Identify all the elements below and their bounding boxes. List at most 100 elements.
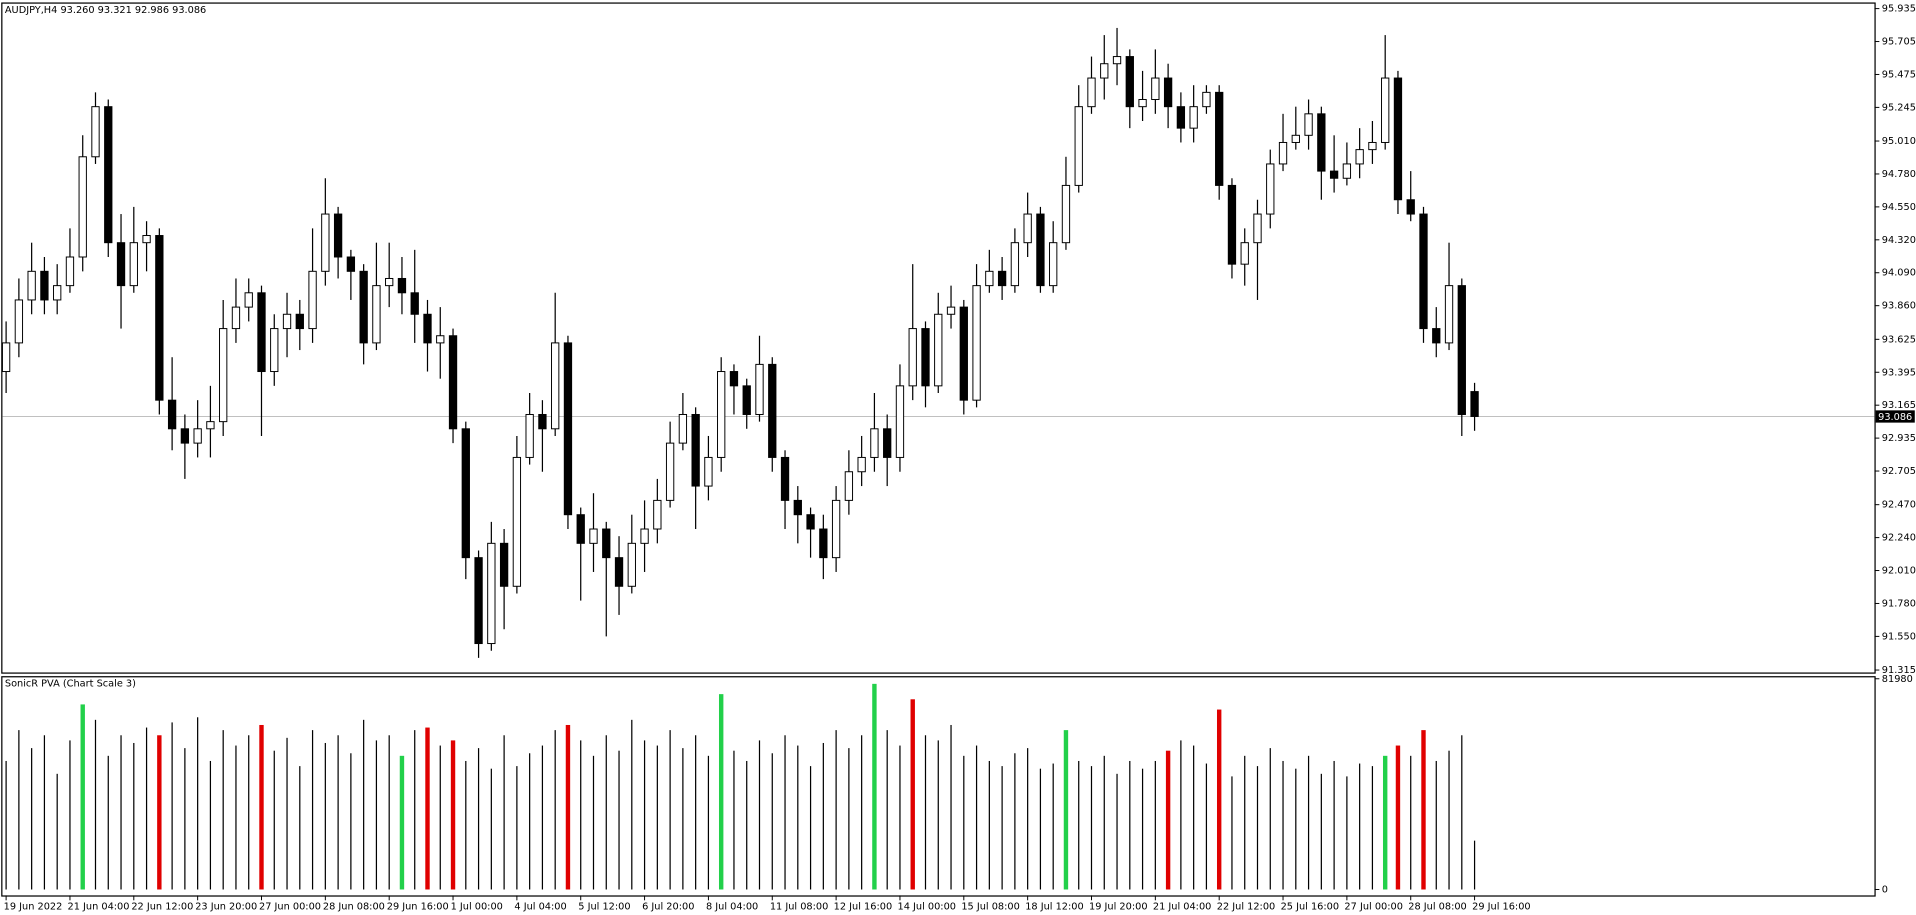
volume-bar (631, 719, 633, 890)
volume-bar (580, 740, 582, 890)
volume-bar (375, 740, 378, 890)
y-tick-label: 92.935 (1882, 433, 1916, 444)
volume-bar (490, 768, 492, 890)
volume-bar (682, 748, 684, 890)
volume-bar (1421, 730, 1426, 890)
candle-body (755, 363, 764, 415)
x-tick-label: 22 Jun 12:00 (131, 901, 193, 912)
candle-body (972, 285, 981, 401)
y-tick-label: 93.165 (1882, 400, 1916, 411)
candle-body (180, 428, 190, 444)
candle-body (1457, 285, 1466, 415)
candle-body (1151, 77, 1160, 101)
candle-body (844, 471, 854, 501)
volume-bar (516, 766, 518, 890)
candle-body (321, 213, 330, 272)
volume-bar (988, 760, 990, 890)
volume-bar (835, 730, 837, 890)
y-tick-label: 94.550 (1882, 202, 1916, 213)
volume-bar (1154, 760, 1156, 890)
candle-body (1240, 242, 1249, 265)
candle-body (91, 106, 100, 158)
volume-bar (746, 760, 748, 890)
candle-body (1432, 328, 1441, 344)
y-tick-label: 81980 (1882, 674, 1913, 685)
volume-bar (273, 750, 275, 890)
volume-bar (1193, 745, 1195, 890)
volume-bar (872, 683, 877, 890)
x-tick-label: 14 Jul 00:00 (898, 901, 956, 912)
candle-body (219, 328, 228, 423)
candle-body (40, 270, 49, 301)
volume-bar (758, 740, 761, 890)
volume-bar (822, 742, 824, 890)
x-tick-label: 27 Jul 00:00 (1344, 901, 1402, 912)
price-pane (1, 2, 1876, 674)
y-tick-label: 93.625 (1882, 334, 1916, 345)
y-tick-label: 95.475 (1882, 69, 1916, 80)
candle-body (65, 256, 75, 287)
candle-body (602, 528, 611, 559)
x-tick-label: 11 Jul 08:00 (770, 901, 828, 912)
volume-bar (937, 740, 939, 890)
candle-body (295, 313, 304, 330)
candle-body (1444, 285, 1454, 344)
volume-bar (733, 750, 735, 890)
volume-bar (1027, 748, 1029, 890)
volume-bar (1116, 773, 1118, 890)
volume-bar (1333, 760, 1335, 890)
x-tick-label: 6 Jul 20:00 (642, 901, 694, 912)
volume-bar (1244, 755, 1246, 890)
x-tick-label: 29 Jun 16:00 (387, 901, 449, 912)
volume-bar (248, 735, 250, 890)
candle-body (1010, 242, 1020, 287)
candle-body (1, 342, 11, 373)
y-tick-label: 94.780 (1882, 169, 1916, 180)
candle-body (831, 499, 841, 559)
last-price-box (1875, 410, 1915, 423)
volume-bar (1063, 730, 1069, 890)
volume-bar (120, 735, 122, 890)
x-tick-label: 22 Jul 12:00 (1217, 901, 1275, 912)
volume-bar (1435, 760, 1437, 890)
volume-bar (133, 742, 135, 890)
candle-body (985, 270, 994, 287)
chart-title: AUDJPY,H4 93.260 93.321 92.986 93.086 (5, 5, 206, 16)
x-tick-label: 15 Jul 08:00 (961, 901, 1019, 912)
candle-body (155, 235, 164, 401)
volume-bar (1359, 763, 1361, 890)
y-tick-label: 95.010 (1882, 136, 1916, 147)
volume-bar (1205, 763, 1208, 890)
x-tick-label: 21 Jul 04:00 (1153, 901, 1211, 912)
candle-body (1355, 149, 1364, 165)
candle-body (1163, 77, 1173, 108)
y-tick-label: 92.470 (1882, 500, 1916, 511)
candle-body (717, 371, 726, 458)
volume-bar (311, 730, 314, 890)
candle-body (768, 363, 777, 458)
volume-bar (861, 735, 863, 890)
volume-bar (910, 699, 915, 890)
volume-bar (5, 760, 7, 890)
volume-bar (1141, 768, 1144, 890)
volume-bar (963, 755, 965, 890)
candle-body (870, 428, 879, 458)
candle-body (1278, 141, 1288, 165)
x-tick-label: 28 Jul 08:00 (1408, 901, 1466, 912)
volume-bar (1231, 776, 1233, 890)
candle-body (270, 328, 279, 373)
x-tick-label: 19 Jul 20:00 (1089, 901, 1147, 912)
volume-bar (554, 730, 556, 890)
candle-body (14, 299, 24, 344)
x-tick-label: 18 Jul 12:00 (1025, 901, 1083, 912)
volume-bar (1269, 748, 1271, 890)
volume-bar (399, 755, 405, 890)
volume-bar (94, 719, 97, 890)
volume-bar (643, 740, 646, 890)
x-tick-label: 8 Jul 04:00 (706, 901, 758, 912)
candle-body (1317, 113, 1326, 172)
volume-bar (1461, 735, 1463, 890)
volume-bar (1473, 840, 1476, 890)
volume-bar (1165, 750, 1171, 890)
candle-body (385, 277, 394, 287)
